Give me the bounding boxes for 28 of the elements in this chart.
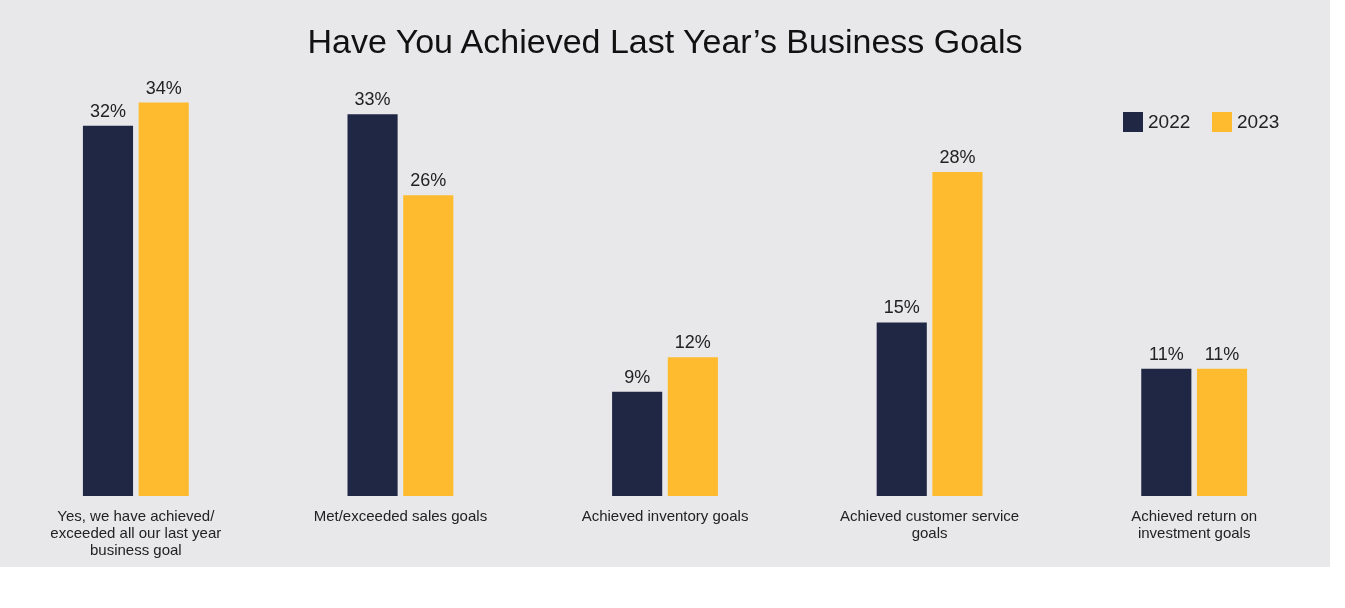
- bar: [876, 322, 927, 496]
- bar: [932, 172, 983, 496]
- data-label: 26%: [410, 170, 447, 191]
- x-tick-label: Yes, we have achieved/ exceeded all our last year business goal: [50, 506, 222, 558]
- data-label: 32%: [89, 100, 126, 121]
- bar: [82, 125, 134, 496]
- bar: [667, 357, 718, 496]
- data-label: 11%: [1204, 343, 1240, 364]
- x-tick-label: Achieved return on investment goals: [1131, 506, 1258, 541]
- data-label: 9%: [624, 366, 651, 387]
- bar: [612, 391, 663, 496]
- x-tick-label: Met/exceeded sales goals: [313, 506, 488, 524]
- data-label: 28%: [939, 147, 976, 167]
- legend-label: 2022: [1148, 111, 1191, 132]
- bar: [403, 195, 454, 496]
- bar: [138, 102, 189, 496]
- bar: [347, 114, 398, 496]
- data-label: 12%: [674, 332, 711, 353]
- chart-title: Have You Achieved Last Year’s Business Goals: [307, 21, 1023, 60]
- bar: [1141, 368, 1192, 496]
- data-label: 15%: [883, 297, 920, 318]
- x-tick-label: Achieved customer service goals: [839, 506, 1020, 541]
- bar: [1196, 368, 1248, 496]
- data-label: 11%: [1148, 343, 1184, 364]
- data-label: 33%: [354, 89, 391, 110]
- x-tick-label: Achieved inventory goals: [581, 506, 749, 524]
- legend-label: 2023: [1237, 111, 1280, 132]
- data-label: 34%: [145, 77, 182, 98]
